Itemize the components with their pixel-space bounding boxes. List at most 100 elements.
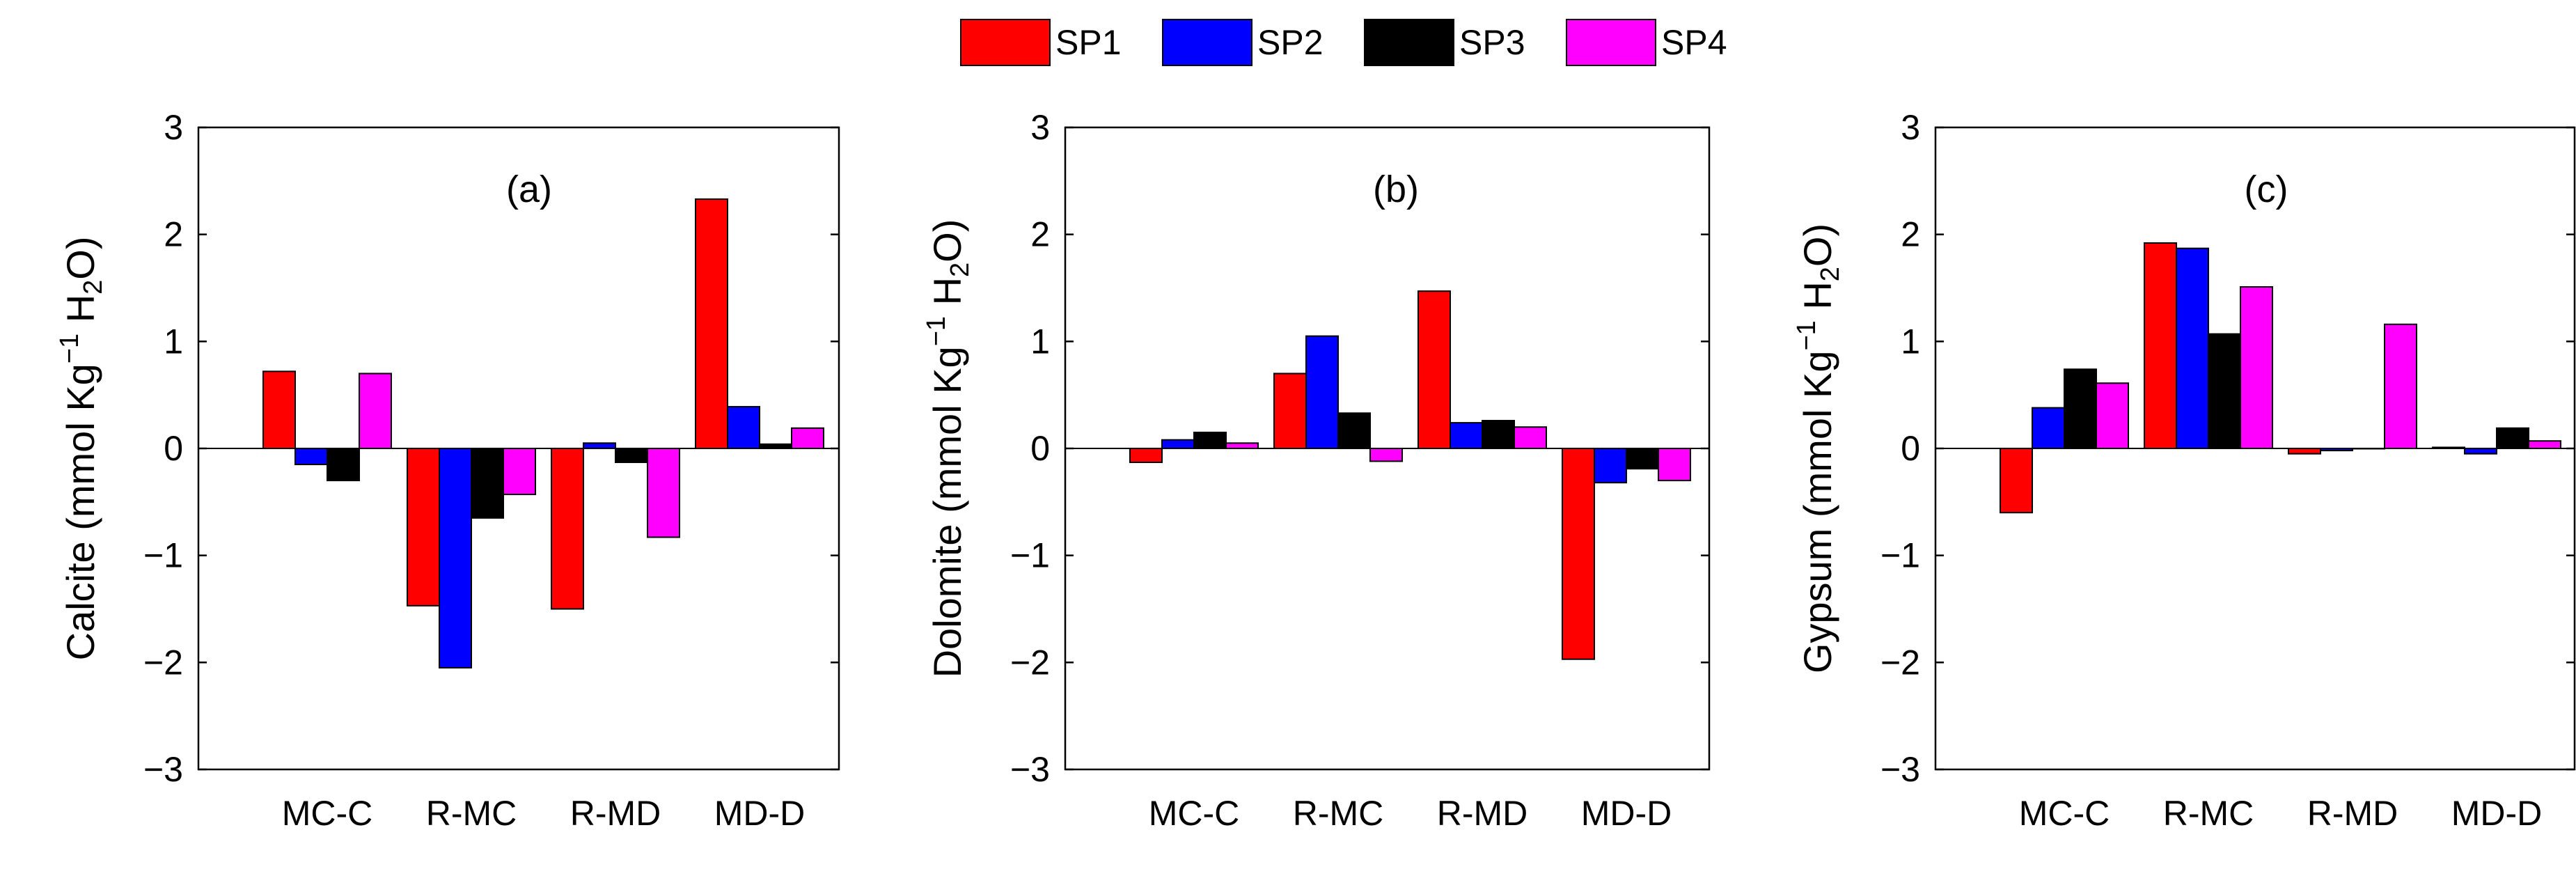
y-tick-label: −3 — [1880, 750, 1920, 789]
y-tick-label: 2 — [1901, 215, 1920, 254]
y-axis-label: Calcite (mmol Kg−1 H2O) — [55, 236, 108, 660]
bar-sp2-mc-c — [2032, 407, 2065, 450]
bar-sp3-mc-c — [1193, 431, 1227, 450]
y-axis-label: Gypsum (mmol Kg−1 H2O) — [1792, 224, 1845, 673]
x-tick-label: MC-C — [282, 794, 373, 833]
panel-label: (a) — [506, 169, 552, 210]
bar-sp1-r-mc — [2144, 242, 2177, 449]
y-tick-label: 2 — [1030, 215, 1050, 254]
y-tick-label: −1 — [143, 536, 183, 575]
bar-sp1-md-d — [1562, 448, 1595, 660]
bar-sp3-r-mc — [471, 448, 504, 519]
y-axis-label-sup: −1 — [55, 334, 84, 363]
bar-sp3-r-mc — [1337, 412, 1371, 449]
y-axis-label-main: Gypsum (mmol Kg — [1796, 351, 1839, 674]
bar-sp2-r-md — [1450, 422, 1483, 449]
chart-panel-3: MC-C R-MC R-MD MD-D 3 2 1 0 −1 −2 −3 (c) Gypsum (mmo… — [1792, 108, 2576, 833]
bar-sp1-mc-c — [262, 370, 296, 449]
y-tick-label: 3 — [1901, 108, 1920, 147]
y-axis-label-main: Dolomite (mmol Kg — [925, 346, 969, 678]
y-axis-label-end: O) — [925, 219, 969, 263]
bar-sp3-mc-c — [2064, 368, 2097, 450]
bar-sp2-r-mc — [439, 448, 472, 669]
y-tick-label: 2 — [164, 215, 183, 254]
bar-sp2-md-d — [2464, 448, 2497, 455]
y-tick-label: 1 — [1901, 322, 1920, 361]
y-tick-label: −3 — [1010, 750, 1050, 789]
y-axis-label-sup: −1 — [1792, 320, 1821, 350]
y-axis-label-sub: 2 — [945, 263, 975, 277]
bar-sp4-md-d — [2528, 440, 2561, 450]
legend-label-sp4: SP4 — [1661, 23, 1727, 62]
y-tick-label: 0 — [1901, 429, 1920, 468]
bar-sp4-r-md — [1514, 426, 1547, 449]
bar-sp4-r-mc — [2240, 285, 2273, 450]
y-axis-label-sub: 2 — [1816, 267, 1845, 281]
bar-sp4-mc-c — [1225, 442, 1259, 449]
y-tick-label: −2 — [1880, 643, 1920, 682]
x-tick-label: R-MD — [570, 794, 661, 833]
x-tick-label: MC-C — [1149, 794, 1240, 833]
bar-sp3-md-d — [2496, 427, 2529, 450]
x-tick-label: R-MC — [426, 794, 517, 833]
legend-swatch-sp1 — [960, 19, 1051, 66]
x-tick-label: MD-D — [714, 794, 806, 833]
chart-panel-1: MC-C R-MC R-MD MD-D 3 2 1 0 −1 −2 −3 (a) Calcite (mm… — [55, 108, 840, 833]
y-axis-label-main: Calcite (mmol Kg — [58, 363, 102, 660]
x-tick-label: R-MC — [2163, 794, 2254, 833]
bar-sp3-mc-c — [327, 448, 360, 482]
legend-label-sp2: SP2 — [1257, 23, 1324, 62]
bar-sp3-r-md — [615, 448, 648, 463]
bar-sp1-mc-c — [1129, 448, 1163, 463]
chart-panel-2: MC-C R-MC R-MD MD-D 3 2 1 0 −1 −2 −3 (b) Dolomite (m… — [922, 108, 1711, 833]
chart-panels: MC-C R-MC R-MD MD-D 3 2 1 0 −1 −2 −3 (a) Calcite (mm… — [55, 108, 2576, 833]
legend-swatch-sp4 — [1566, 19, 1656, 66]
bar-sp2-mc-c — [294, 448, 328, 466]
y-axis-label-sup: −1 — [922, 316, 951, 346]
legend-label-sp3: SP3 — [1459, 23, 1525, 62]
x-tick-label: R-MD — [2307, 794, 2398, 833]
bar-sp3-md-d — [1626, 448, 1659, 470]
x-tick-label: R-MD — [1437, 794, 1528, 833]
y-axis-label-end: O) — [1796, 224, 1839, 267]
y-tick-label: −2 — [143, 643, 183, 682]
y-axis-label-sub: 2 — [79, 280, 108, 295]
y-tick-label: −3 — [143, 750, 183, 789]
y-axis-label: Dolomite (mmol Kg−1 H2O) — [922, 219, 975, 678]
y-axis-label-mid: H — [1796, 281, 1839, 320]
bar-sp1-r-mc — [407, 448, 440, 606]
bar-sp2-mc-c — [1161, 439, 1195, 449]
bar-sp1-r-mc — [1273, 373, 1307, 450]
x-tick-label: R-MC — [1293, 794, 1384, 833]
y-tick-label: 0 — [1030, 429, 1050, 468]
bar-sp4-md-d — [791, 427, 824, 450]
x-tick-label: MD-D — [2451, 794, 2543, 833]
bar-sp2-md-d — [1594, 448, 1627, 484]
legend-label-sp1: SP1 — [1055, 23, 1122, 62]
bar-sp4-r-md — [647, 448, 680, 538]
y-tick-label: 0 — [164, 429, 183, 468]
bar-sp2-md-d — [727, 406, 760, 450]
panel-label: (b) — [1373, 169, 1419, 210]
legend-swatch-sp3 — [1364, 19, 1454, 66]
y-tick-label: 3 — [1030, 108, 1050, 147]
bar-sp4-mc-c — [359, 373, 392, 450]
y-tick-label: 3 — [164, 108, 183, 147]
bar-sp4-r-mc — [503, 448, 536, 496]
bar-sp4-mc-c — [2096, 382, 2129, 449]
legend-swatch-sp2 — [1162, 19, 1252, 66]
bar-sp2-r-mc — [2176, 247, 2209, 449]
bar-sp4-r-md — [2384, 323, 2417, 449]
bar-sp3-r-mc — [2208, 333, 2241, 449]
y-tick-label: −1 — [1880, 536, 1920, 575]
bar-sp1-md-d — [695, 198, 728, 449]
y-tick-label: 1 — [164, 322, 183, 361]
y-axis-label-end: O) — [58, 236, 102, 279]
bar-sp2-r-md — [583, 442, 616, 449]
y-tick-label: −2 — [1010, 643, 1050, 682]
bar-sp1-r-md — [2288, 448, 2321, 455]
bar-sp1-r-md — [551, 448, 584, 610]
y-axis-label-mid: H — [58, 295, 102, 334]
bar-sp1-mc-c — [2000, 448, 2033, 514]
bar-sp4-r-mc — [1369, 448, 1403, 462]
